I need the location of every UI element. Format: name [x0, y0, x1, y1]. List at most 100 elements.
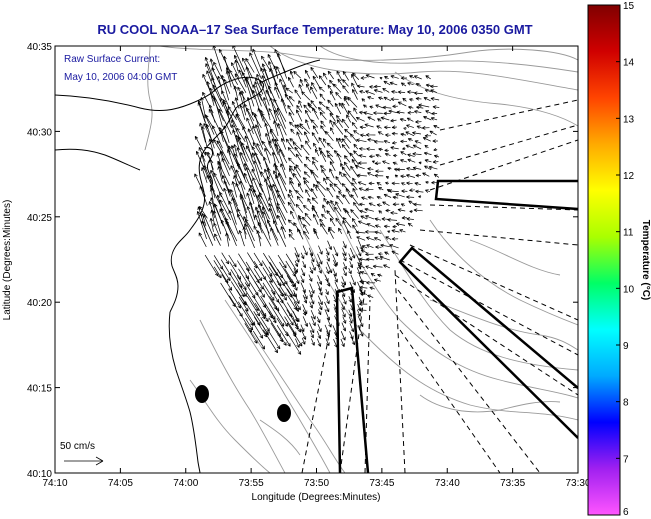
current-vector	[342, 247, 347, 257]
current-vector	[310, 188, 318, 199]
current-vector	[409, 210, 413, 214]
current-vector	[405, 144, 414, 149]
bathy-contour-11	[249, 329, 346, 473]
current-vector	[267, 168, 279, 193]
current-vector	[254, 124, 263, 143]
current-vector	[288, 157, 295, 165]
current-vector	[205, 124, 215, 149]
current-vector	[326, 142, 334, 150]
x-axis-ticks: 74:10 74:05 74:00 73:55 73:50 73:45 73:40 73:35…	[42, 46, 591, 489]
current-vector	[341, 308, 346, 318]
current-vector	[314, 148, 320, 157]
current-vector	[201, 126, 208, 148]
current-vector	[195, 150, 208, 177]
current-vector	[416, 105, 424, 110]
current-vector	[324, 301, 330, 313]
current-vector	[413, 208, 423, 213]
current-vector	[387, 230, 391, 234]
colorbar-tick-label: 9	[623, 341, 629, 352]
current-vector	[342, 316, 347, 324]
current-vector	[277, 52, 288, 79]
current-vector	[292, 281, 298, 291]
y-tick-label: 40:15	[27, 384, 52, 395]
current-vector	[341, 144, 352, 156]
current-vector	[269, 129, 279, 150]
current-vector	[264, 147, 271, 164]
current-vector	[359, 133, 366, 138]
current-vector	[367, 195, 374, 200]
current-vector	[305, 83, 312, 94]
current-vector	[342, 85, 349, 94]
current-vector	[366, 280, 376, 285]
current-vector	[203, 165, 214, 184]
current-vector	[261, 63, 269, 80]
current-vector	[374, 161, 381, 166]
current-vector	[376, 203, 382, 207]
current-vector	[304, 78, 310, 86]
current-vector	[228, 254, 237, 268]
current-vector	[338, 227, 343, 234]
current-vector	[237, 208, 248, 228]
current-vector	[400, 82, 407, 87]
current-vector	[358, 154, 367, 158]
current-vector	[258, 192, 269, 212]
current-vector	[415, 189, 424, 194]
bathy-contour-14	[429, 299, 578, 351]
current-vector	[333, 121, 344, 135]
current-vector	[369, 85, 375, 89]
current-vector	[285, 87, 294, 94]
current-vector	[329, 168, 335, 179]
current-vector	[289, 167, 295, 178]
current-vector	[338, 190, 344, 197]
current-vector	[318, 245, 323, 255]
current-vector	[378, 252, 383, 256]
beam-dashed-line-5	[429, 139, 578, 191]
current-vector	[238, 91, 247, 116]
beam-dashed-line-2	[301, 329, 331, 473]
current-vector	[339, 171, 343, 178]
current-vector	[212, 125, 223, 149]
current-vector	[268, 61, 278, 86]
map-content	[55, 46, 578, 473]
current-vector	[257, 204, 264, 219]
current-vector	[335, 201, 342, 212]
current-vector	[326, 254, 330, 262]
current-vector	[377, 273, 383, 278]
current-vector	[230, 165, 240, 184]
current-vector	[279, 148, 288, 164]
current-vector	[406, 217, 414, 221]
current-vector	[335, 217, 342, 227]
current-vector	[413, 202, 422, 207]
current-vector	[309, 253, 315, 263]
current-vector	[349, 323, 355, 333]
current-vector	[368, 181, 375, 186]
current-vector	[360, 249, 368, 254]
y-axis-label: Latitude (Degrees:Minutes)	[2, 200, 13, 321]
current-vector	[230, 124, 240, 150]
current-vector	[333, 246, 339, 257]
current-vector	[200, 153, 207, 171]
current-vector	[263, 156, 271, 178]
current-vector	[298, 216, 303, 226]
current-vector	[406, 117, 414, 122]
current-vector	[365, 74, 375, 79]
current-vector	[274, 138, 285, 157]
current-vector	[412, 166, 422, 171]
current-vector	[280, 163, 287, 179]
current-vector	[307, 198, 312, 205]
current-vector	[251, 152, 263, 178]
current-vector	[377, 131, 384, 136]
current-vector	[225, 232, 230, 247]
current-vector	[432, 139, 438, 143]
scale-arrow	[64, 456, 104, 466]
beam-dashed-line-10	[394, 274, 578, 396]
current-vector	[261, 75, 272, 100]
x-tick-label: 73:55	[239, 478, 264, 489]
current-vector	[396, 110, 405, 115]
current-vector	[223, 125, 230, 144]
current-vector	[312, 205, 319, 218]
current-vector	[274, 109, 287, 136]
current-vector	[350, 165, 359, 178]
current-vector	[423, 151, 432, 156]
current-vector	[316, 330, 322, 339]
